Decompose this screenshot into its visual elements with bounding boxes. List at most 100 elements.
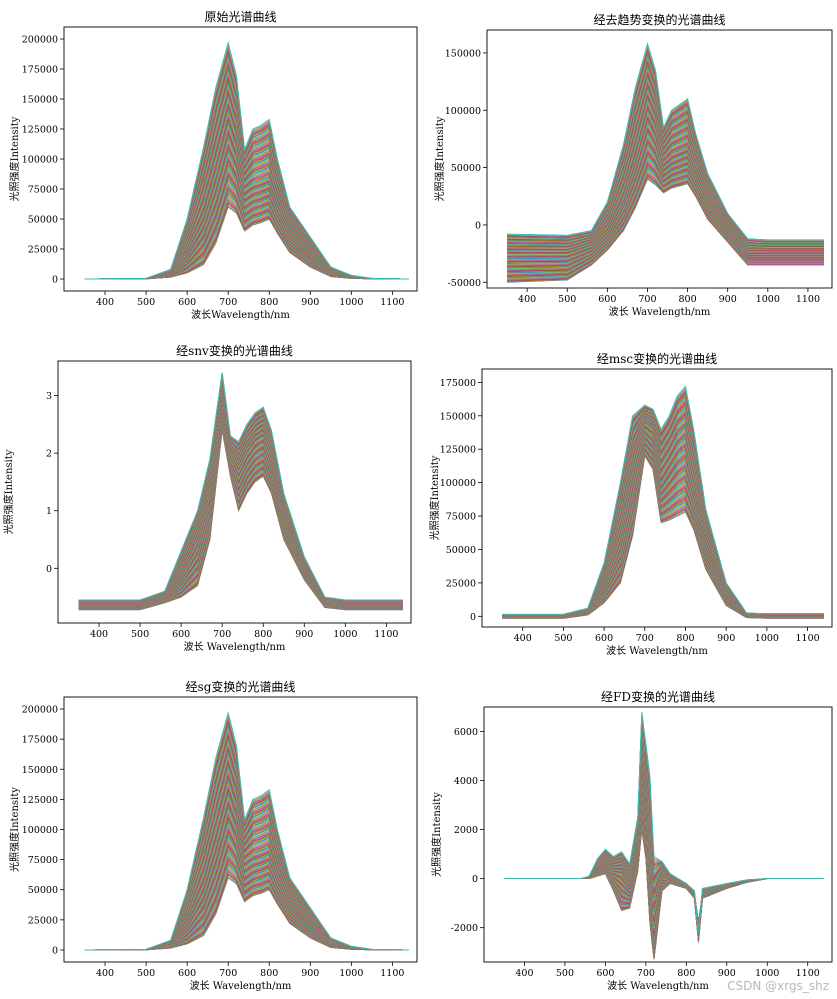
series-line: [504, 716, 824, 932]
series-line: [504, 727, 824, 930]
chart-panel-4: 400 500 600 700 800 900 1000 1100 0 25000 50000 750…: [428, 351, 833, 657]
series-line: [504, 714, 824, 933]
series-line: [504, 827, 824, 959]
x-tick-label: 600: [172, 629, 190, 640]
x-tick-label: 800: [260, 297, 278, 308]
x-tick-label: 1100: [796, 968, 820, 979]
series-line: [504, 728, 824, 930]
x-tick-label: 500: [137, 297, 155, 308]
series-line: [504, 750, 824, 926]
series-line: [504, 824, 824, 958]
x-tick-label: 800: [254, 629, 272, 640]
y-tick-label: 2000: [454, 825, 478, 836]
y-tick-label: 150000: [22, 765, 58, 776]
series-line: [504, 739, 824, 928]
series-line: [504, 733, 824, 929]
x-tick-label: 700: [219, 968, 237, 979]
series-line: [504, 766, 824, 938]
y-tick-label: 175000: [440, 378, 476, 389]
x-tick-label: 800: [676, 633, 694, 644]
y-tick-label: -2000: [451, 923, 478, 934]
series-line: [504, 829, 824, 960]
y-tick-label: 150000: [440, 411, 476, 422]
series-line: [504, 778, 824, 944]
y-axis-label: 光照强度Intensity: [428, 455, 441, 540]
x-tick-label: 900: [295, 629, 313, 640]
series-line: [504, 760, 824, 929]
y-tick-label: 0: [52, 275, 58, 286]
series-line: [504, 725, 824, 931]
series-line: [504, 753, 824, 926]
series-line: [504, 734, 824, 929]
x-tick-label: 1100: [795, 633, 819, 644]
series-line: [507, 42, 824, 241]
series-line: [504, 761, 824, 930]
series-line: [504, 735, 824, 929]
series-line: [504, 756, 824, 925]
x-tick-label: 700: [219, 297, 237, 308]
y-tick-label: 175000: [22, 65, 58, 76]
series-line: [504, 729, 824, 930]
series-line: [504, 715, 824, 932]
series-line: [504, 773, 824, 942]
series-group: [504, 711, 824, 960]
y-tick-label: 100000: [22, 155, 58, 166]
series-line: [504, 721, 824, 931]
y-tick-label: 175000: [22, 735, 58, 746]
x-tick-label: 900: [718, 968, 736, 979]
series-line: [504, 738, 824, 929]
series-line: [504, 744, 824, 928]
series-line: [504, 752, 824, 926]
y-axis-label: 光照强度Intensity: [430, 792, 443, 877]
series-line: [504, 740, 824, 928]
x-axis-label: 波长 Wavelength/nm: [606, 644, 708, 657]
series-line: [504, 724, 824, 931]
x-tick-label: 500: [131, 629, 149, 640]
chart-title: 经FD变换的光谱曲线: [601, 689, 715, 704]
x-tick-label: 600: [178, 297, 196, 308]
series-line: [504, 723, 824, 931]
y-tick-label: 75000: [28, 855, 58, 866]
y-tick-label: 2: [46, 449, 52, 460]
series-line: [504, 763, 824, 933]
x-tick-label: 700: [213, 629, 231, 640]
y-tick-label: -50000: [448, 278, 481, 289]
x-tick-label: 500: [554, 633, 572, 644]
x-tick-label: 600: [178, 968, 196, 979]
x-tick-label: 400: [96, 968, 114, 979]
series-line: [504, 823, 824, 958]
y-tick-label: 3: [46, 391, 52, 402]
x-tick-label: 400: [96, 297, 114, 308]
series-line: [504, 822, 824, 958]
chart-title: 原始光谱曲线: [204, 10, 276, 24]
x-tick-label: 400: [515, 968, 533, 979]
series-line: [504, 726, 824, 931]
series-line: [504, 825, 824, 959]
series-line: [504, 720, 824, 932]
series-line: [504, 718, 824, 932]
series-line: [504, 712, 824, 933]
y-tick-label: 75000: [28, 185, 58, 196]
series-group: [84, 710, 409, 951]
series-line: [78, 372, 403, 601]
series-line: [504, 764, 824, 936]
series-line: [504, 781, 824, 945]
series-line: [504, 762, 824, 931]
series-line: [504, 754, 824, 926]
x-tick-label: 500: [556, 968, 574, 979]
x-tick-label: 600: [596, 968, 614, 979]
series-line: [504, 742, 824, 928]
chart-panel-5: 400 500 600 700 800 900 1000 1100 0 25000 50000 750…: [8, 679, 418, 992]
x-tick-label: 1000: [755, 633, 779, 644]
y-tick-label: 25000: [28, 245, 58, 256]
y-axis-label: 光照强度Intensity: [433, 116, 446, 201]
y-tick-label: 0: [52, 945, 58, 956]
series-line: [504, 771, 824, 942]
series-group: [502, 385, 824, 619]
series-group: [78, 372, 403, 611]
series-line: [504, 782, 824, 945]
x-tick-label: 500: [558, 294, 576, 305]
series-line: [504, 765, 824, 937]
series-group: [84, 40, 409, 280]
plot-frame: [481, 368, 833, 628]
